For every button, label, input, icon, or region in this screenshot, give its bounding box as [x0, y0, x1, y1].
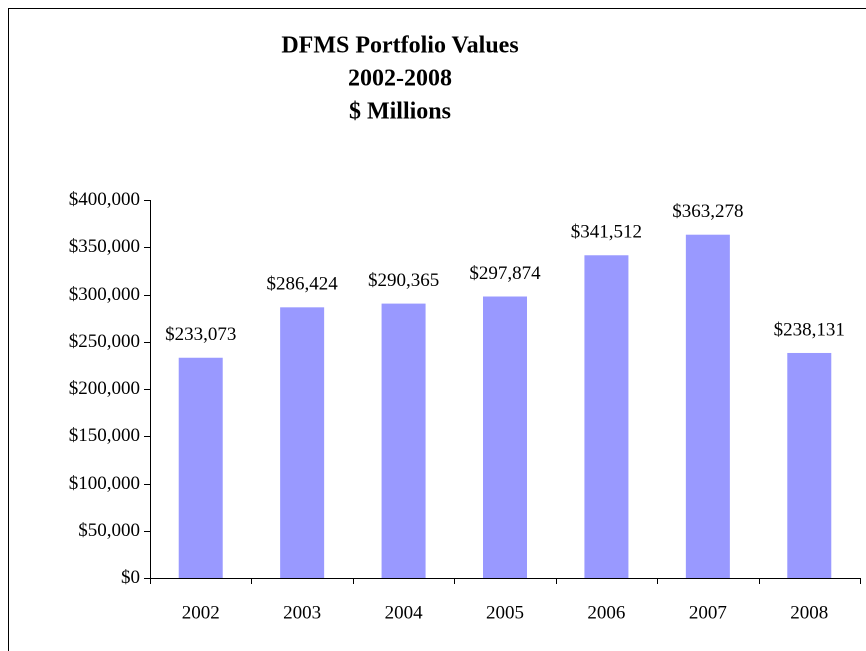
y-tick-label: $200,000 [69, 378, 140, 399]
chart-title: $ Millions [349, 99, 451, 125]
y-tick-label: $400,000 [69, 189, 140, 210]
data-label: $290,365 [368, 270, 439, 291]
y-tick-label: $300,000 [69, 284, 140, 305]
bar [787, 352, 832, 578]
y-tick-label: $50,000 [78, 520, 140, 541]
x-tick-label: 2005 [486, 602, 524, 623]
y-tick-label: $150,000 [69, 425, 140, 446]
y-tick-label: $350,000 [69, 236, 140, 257]
data-label: $286,424 [267, 274, 339, 295]
bar [584, 255, 629, 578]
x-tick-label: 2004 [385, 602, 424, 623]
bar [483, 296, 527, 578]
data-label: $297,874 [469, 263, 541, 284]
y-tick-label: $100,000 [69, 473, 140, 494]
bar [178, 357, 223, 578]
x-tick-label: 2006 [587, 602, 625, 623]
data-label: $238,131 [774, 319, 845, 340]
x-tick-label: 2002 [182, 602, 220, 623]
x-tick-label: 2007 [689, 602, 727, 623]
x-tick-label: 2008 [790, 602, 828, 623]
chart-title: 2002-2008 [348, 66, 452, 92]
y-tick-label: $250,000 [69, 331, 140, 352]
y-tick-label: $0 [121, 567, 140, 588]
bar [381, 303, 426, 578]
bar [280, 307, 325, 578]
data-label: $341,512 [571, 222, 642, 243]
data-label: $363,278 [672, 201, 743, 222]
data-label: $233,073 [165, 324, 236, 345]
bar [685, 234, 730, 579]
chart-title: DFMS Portfolio Values [281, 33, 518, 59]
x-tick-label: 2003 [283, 602, 321, 623]
